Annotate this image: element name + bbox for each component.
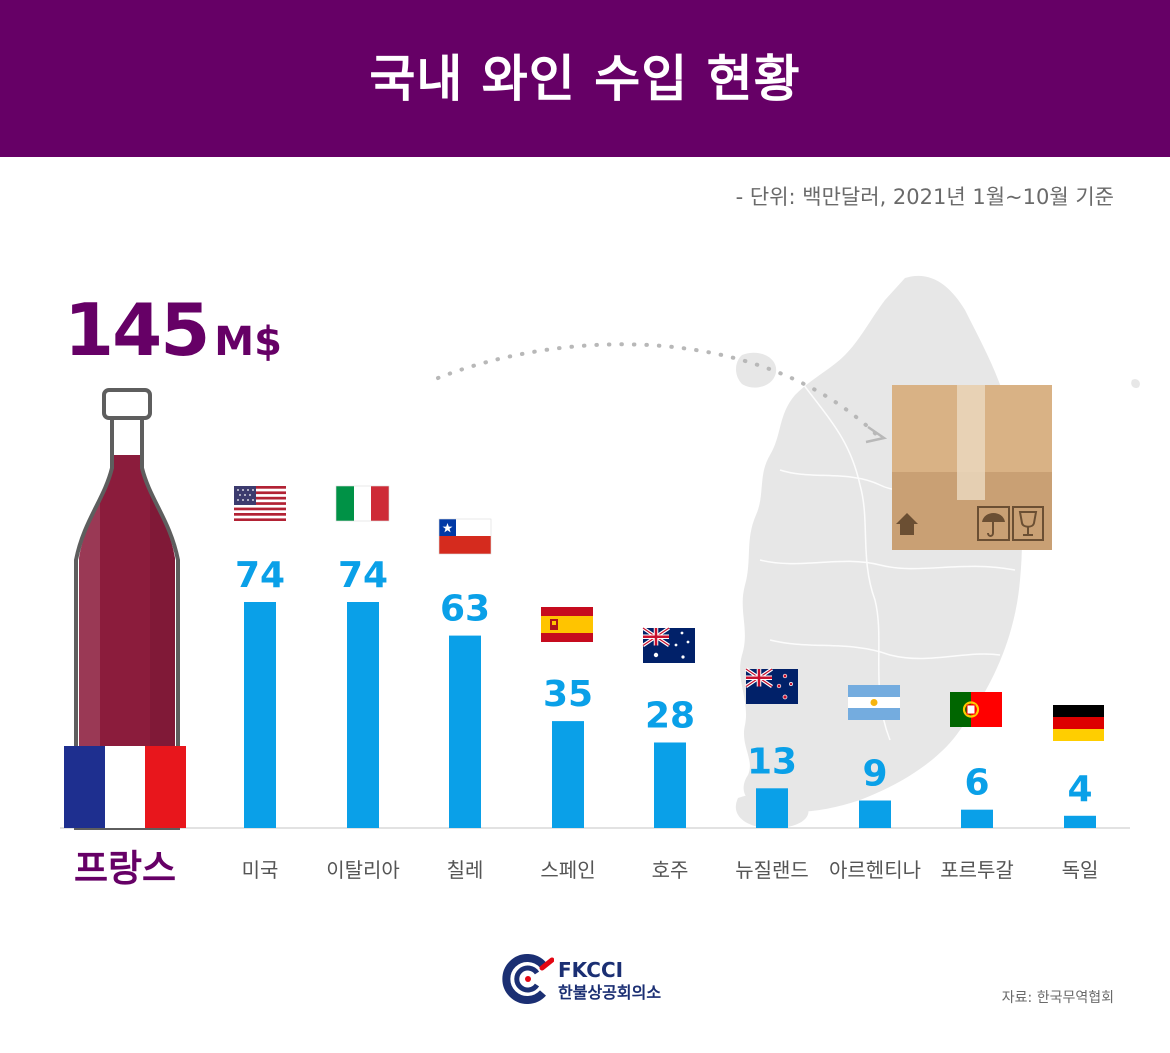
- data-label-8: 6: [964, 763, 989, 804]
- bar-6: [756, 788, 788, 828]
- bar-3: [449, 635, 481, 828]
- category-label-8: 포르투갈: [940, 858, 1014, 882]
- featured-country-label: 프랑스: [73, 847, 177, 890]
- unit-note: - 단위: 백만달러, 2021년 1월~10월 기준: [735, 185, 1114, 209]
- bar-7: [859, 800, 891, 828]
- page-title: 국내 와인 수입 현황: [369, 50, 801, 108]
- source-note: 자료: 한국무역협회: [1001, 990, 1114, 1006]
- data-label-9: 4: [1067, 769, 1092, 810]
- category-label-3: 칠레: [447, 858, 484, 882]
- category-label-2: 이탈리아: [326, 858, 400, 882]
- flag-germany: [1053, 705, 1104, 741]
- flag-france: [64, 746, 186, 828]
- data-label-3: 63: [440, 589, 490, 630]
- cardboard-box-icon: [892, 385, 1052, 550]
- fkcci-logo-icon: [502, 954, 554, 1004]
- header-bar: [0, 0, 1170, 157]
- bar-2: [347, 602, 379, 828]
- data-label-4: 35: [543, 674, 593, 715]
- category-label-4: 스페인: [540, 858, 595, 882]
- flag-new-zealand: [745, 667, 798, 704]
- featured-value-number: 145: [64, 288, 210, 372]
- logo-text-en: FKCCI: [558, 958, 624, 982]
- featured-value-unit: M$: [214, 319, 282, 365]
- bar-9: [1064, 815, 1096, 828]
- category-label-6: 뉴질랜드: [735, 858, 809, 882]
- flag-argentina: [848, 685, 900, 720]
- category-label-9: 독일: [1062, 858, 1099, 882]
- category-label-7: 아르헨티나: [829, 858, 921, 882]
- bar-5: [654, 742, 686, 828]
- data-label-5: 28: [645, 695, 695, 736]
- flag-spain: [541, 607, 593, 642]
- flag-portugal: [950, 692, 1002, 727]
- flag-italy: [335, 485, 390, 522]
- bars-group: 74 미국 74 이탈리아 63 칠레 35 스페인 28 호주 13 뉴질랜드 9 아르헨티나 6 포르투갈…: [235, 555, 1098, 882]
- flag-chile: [438, 518, 492, 555]
- category-label-5: 호주: [652, 858, 689, 882]
- flag-usa: [234, 486, 286, 521]
- bar-8: [961, 809, 993, 828]
- featured-value: 145 M$: [64, 290, 282, 390]
- category-label-1: 미국: [242, 858, 279, 882]
- data-label-1: 74: [235, 555, 285, 596]
- data-label-7: 9: [862, 754, 887, 795]
- flag-australia: [642, 626, 695, 663]
- data-label-2: 74: [338, 555, 388, 596]
- logo-text-kr: 한불상공회의소: [558, 983, 662, 1002]
- bar-1: [244, 602, 276, 828]
- data-label-6: 13: [747, 741, 797, 782]
- bar-4: [552, 721, 584, 828]
